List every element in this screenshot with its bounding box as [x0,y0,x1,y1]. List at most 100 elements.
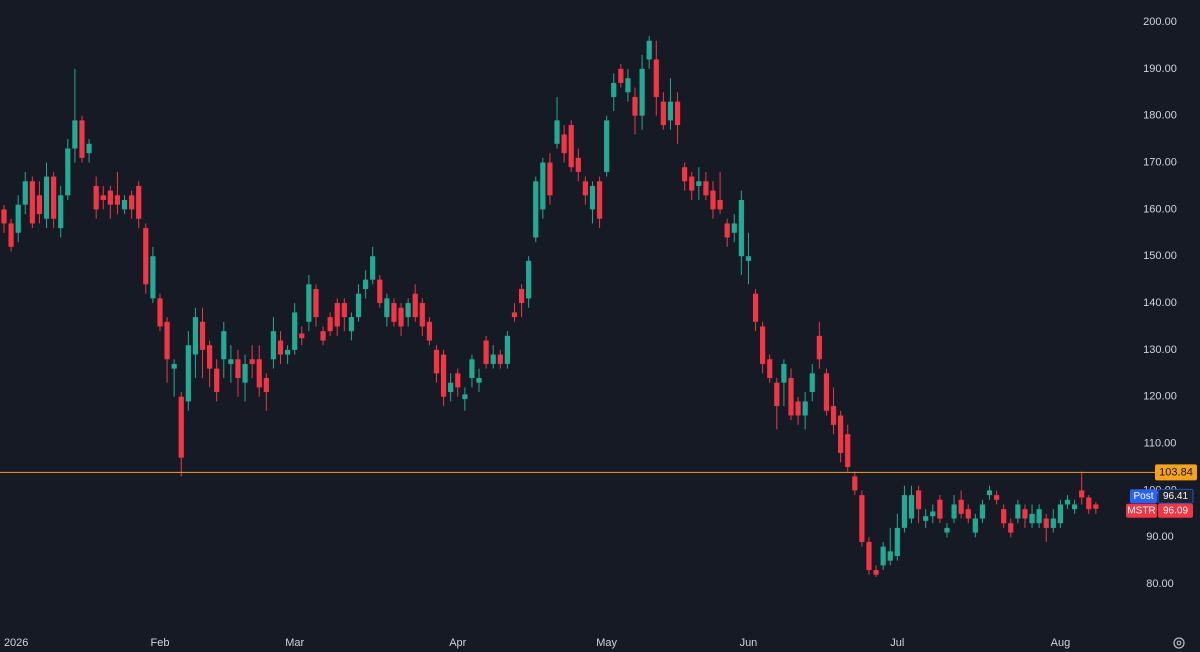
candle-body [277,340,284,355]
candle-body [887,551,893,561]
candle-body [731,223,737,233]
candle-body [1093,504,1099,509]
candle-body [533,181,539,238]
candle-body [171,363,177,369]
candle-body [306,284,312,322]
candle-body [908,495,915,519]
candle-body [469,359,475,378]
candle-body [462,394,468,400]
candle-body [8,223,14,247]
candle-body [710,190,716,210]
y-tick-label: 90.00 [1146,531,1174,543]
candle-body [674,101,681,126]
candle-body [632,96,638,116]
candle-body [164,321,170,360]
candle-body [852,476,858,491]
y-tick-label: 140.00 [1143,297,1177,309]
candle-body [518,289,525,304]
candles [1,36,1099,578]
candle-body [93,185,99,210]
candle-body [129,195,135,210]
candle-body [951,504,957,519]
candle-body [682,167,688,182]
candle-body [774,382,780,407]
candle-body [256,359,262,388]
candle-body [391,303,397,322]
candle-body [270,331,277,360]
price-line-label: 103.84 [1159,466,1193,478]
candle-body [667,101,674,121]
candle-body [1015,504,1021,519]
x-tick-label: May [596,637,617,649]
candle-body [370,256,376,280]
candle-body [1057,504,1064,524]
y-tick-label: 150.00 [1143,250,1177,262]
candle-body [121,200,128,210]
candle-body [150,256,156,299]
price-tag-value-box [1157,488,1194,504]
price-tag-value: 96.09 [1163,505,1188,516]
candle-body [625,78,631,93]
candle-body [526,260,532,299]
candle-body [157,298,163,327]
candle-body [79,120,85,158]
candle-body [582,181,588,196]
candle-body [575,157,581,172]
candle-body [313,289,319,318]
candle-body [412,293,418,318]
candle-body [901,495,908,528]
candle-body [114,195,121,205]
candle-body [660,101,666,126]
candle-body [873,570,879,575]
candle-body [327,317,333,332]
candle-body [377,279,383,304]
candle-body [738,200,744,257]
candle-body [207,345,213,369]
settings-icon[interactable] [1173,637,1185,649]
candle-body [830,406,837,425]
candle-body [65,148,71,196]
candle-body [760,326,766,364]
candle-body [1022,509,1028,519]
x-tick-label: Mar [285,637,304,649]
candle-body [639,68,645,116]
candle-body [497,354,503,364]
candle-body [292,312,298,350]
candle-body [348,317,355,332]
candle-body [604,120,610,172]
candle-body [994,495,1000,500]
candle-body [214,368,220,393]
candle-body [143,228,149,285]
candle-body [490,354,496,364]
candle-body [426,321,432,341]
price-tag-value: 96.41 [1163,491,1188,502]
candle-body [1036,509,1042,524]
candle-body [788,378,794,416]
candle-body [72,120,78,149]
candle-body [745,256,752,261]
candle-body [653,59,659,97]
y-tick-label: 120.00 [1143,391,1177,403]
candle-body [823,373,830,411]
price-tag-name-box [1126,503,1157,518]
candle-body [703,181,709,196]
candle-body [136,185,142,219]
x-tick-label: Apr [449,637,466,649]
price-tag-name: Post [1133,491,1153,502]
candle-body [483,340,489,364]
candle-body [419,303,425,327]
candle-body [263,378,269,393]
candle-body [724,223,730,238]
candle-body [185,345,191,402]
candle-body [341,303,347,318]
candle-body [1079,490,1085,498]
candle-body [845,434,851,467]
x-tick-label: 2026 [4,637,28,649]
candle-body [1064,499,1071,505]
candle-body [86,143,92,154]
candle-body [838,415,844,453]
candle-body [476,378,482,383]
candle-body [107,190,113,205]
